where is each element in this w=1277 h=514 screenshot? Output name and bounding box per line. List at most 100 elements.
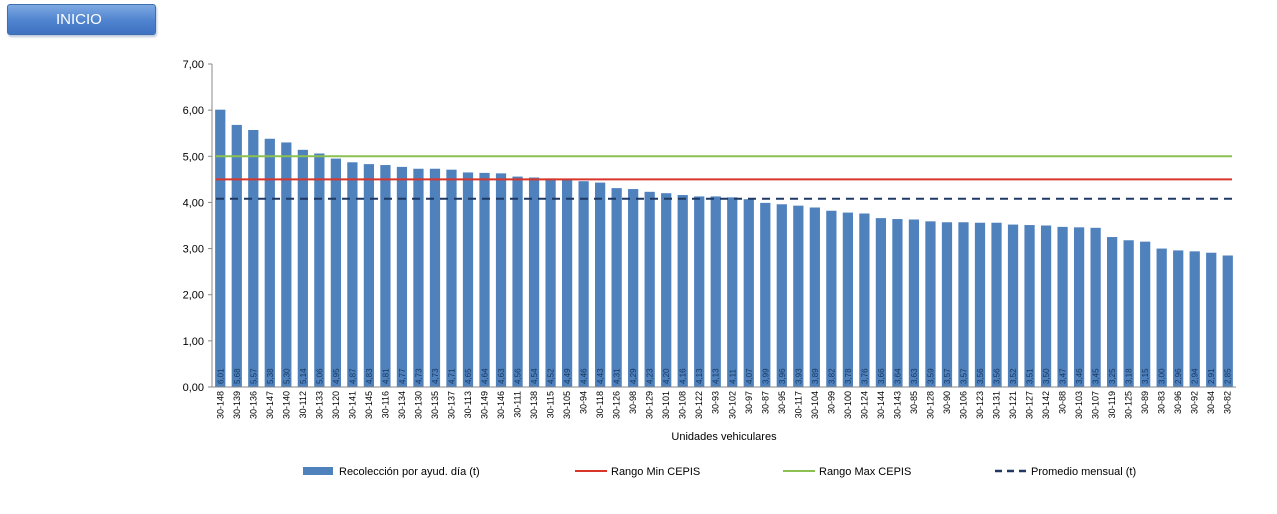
data-label: 4,43 — [596, 368, 605, 384]
data-label: 2,85 — [1224, 368, 1233, 384]
x-tick-label: 30-128 — [925, 391, 935, 419]
x-tick-label: 30-133 — [314, 391, 324, 419]
bar — [561, 179, 573, 387]
data-label: 6,01 — [216, 368, 225, 384]
y-tick-label: 5,00 — [183, 151, 204, 163]
bar — [495, 173, 507, 387]
x-tick-label: 30-120 — [331, 391, 341, 419]
data-label: 3,56 — [993, 368, 1002, 384]
data-label: 5,68 — [233, 368, 242, 384]
data-label: 4,23 — [646, 368, 655, 384]
x-tick-label: 30-131 — [992, 391, 1002, 419]
bar — [644, 191, 655, 387]
data-label: 4,11 — [728, 368, 737, 384]
data-label: 3,57 — [943, 368, 952, 384]
bar — [314, 153, 325, 387]
data-label: 3,93 — [794, 368, 803, 384]
data-label: 3,25 — [1108, 368, 1117, 384]
data-label: 4,13 — [712, 368, 721, 384]
data-label: 3,51 — [1026, 368, 1035, 384]
y-tick-label: 1,00 — [183, 336, 204, 348]
x-tick-label: 30-137 — [446, 391, 456, 419]
data-label: 3,64 — [893, 368, 902, 384]
bar — [1140, 241, 1151, 387]
data-label: 4,31 — [613, 368, 622, 384]
x-tick-label: 30-97 — [744, 391, 754, 414]
x-tick-label: 30-147 — [265, 391, 275, 419]
data-label: 3,56 — [976, 368, 985, 384]
bars: 6,01 5,68 5,57 5,38 5,30 5,14 5,06 4,95 4,87 4,83… — [215, 109, 1233, 387]
bar — [875, 218, 887, 387]
x-tick-label: 30-88 — [1058, 391, 1068, 414]
bar — [974, 222, 986, 387]
bar — [281, 142, 292, 387]
x-tick-label: 30-112 — [298, 391, 308, 418]
bar — [611, 188, 622, 387]
data-label: 3,00 — [1158, 368, 1167, 384]
data-label: 3,15 — [1141, 368, 1150, 384]
data-label: 5,38 — [266, 368, 275, 384]
x-tick-label: 30-135 — [430, 391, 440, 419]
x-tick-label: 30-122 — [694, 391, 704, 419]
bar — [231, 124, 242, 387]
x-tick-label: 30-146 — [496, 391, 506, 419]
data-label: 3,99 — [761, 368, 770, 384]
x-tick-label: 30-142 — [1041, 391, 1051, 419]
bar — [429, 168, 441, 387]
x-axis: 30-148 30-139 30-136 30-147 30-140 30-112 30-1… — [212, 386, 1236, 419]
x-tick-label: 30-90 — [942, 391, 952, 414]
bar — [1222, 255, 1233, 387]
data-label: 4,13 — [695, 368, 704, 384]
x-tick-label: 30-124 — [859, 391, 869, 419]
x-tick-label: 30-136 — [248, 391, 258, 419]
x-tick-label: 30-149 — [480, 391, 490, 419]
bar — [1123, 240, 1134, 387]
data-label: 3,52 — [1009, 368, 1018, 384]
x-tick-label: 30-99 — [826, 391, 836, 414]
x-tick-label: 30-83 — [1157, 391, 1167, 414]
bar — [859, 213, 870, 387]
data-label: 3,57 — [959, 368, 968, 384]
bar — [892, 219, 903, 387]
data-label: 5,57 — [249, 368, 258, 384]
data-label: 4,83 — [365, 368, 374, 384]
x-tick-label: 30-94 — [579, 391, 589, 414]
x-tick-label: 30-87 — [760, 391, 770, 414]
bar — [941, 222, 953, 387]
bar — [826, 210, 837, 387]
bar — [842, 212, 853, 387]
x-tick-label: 30-96 — [1173, 391, 1183, 414]
x-tick-label: 30-103 — [1074, 391, 1084, 419]
data-label: 3,50 — [1042, 368, 1051, 384]
data-label: 4,77 — [398, 368, 407, 384]
x-tick-label: 30-98 — [628, 391, 638, 414]
bar — [1156, 248, 1167, 387]
x-tick-label: 30-115 — [546, 391, 556, 418]
data-label: 4,46 — [580, 368, 589, 384]
inicio-button[interactable]: INICIO — [7, 4, 156, 35]
bar — [628, 189, 639, 387]
x-tick-label: 30-95 — [777, 391, 787, 414]
x-tick-label: 30-125 — [1124, 391, 1134, 419]
data-label: 3,96 — [778, 368, 787, 384]
data-label: 4,71 — [447, 368, 456, 384]
x-tick-label: 30-101 — [661, 391, 671, 419]
data-label: 3,78 — [844, 368, 853, 384]
data-label: 4,54 — [530, 368, 539, 384]
bar — [578, 181, 589, 387]
x-tick-label: 30-121 — [1008, 391, 1018, 419]
data-label: 3,59 — [926, 368, 935, 384]
data-label: 4,49 — [563, 368, 572, 384]
bar — [727, 197, 738, 387]
x-tick-label: 30-144 — [876, 391, 886, 419]
x-tick-label: 30-139 — [232, 391, 242, 419]
data-label: 4,20 — [662, 368, 671, 384]
bar — [1057, 226, 1068, 387]
x-tick-label: 30-134 — [397, 391, 407, 419]
data-label: 4,56 — [514, 368, 523, 384]
data-label: 2,91 — [1207, 368, 1216, 384]
data-label: 3,63 — [910, 368, 919, 384]
legend-label: Rango Min CEPIS — [611, 466, 700, 478]
data-label: 4,29 — [629, 368, 638, 384]
bar — [347, 162, 358, 387]
